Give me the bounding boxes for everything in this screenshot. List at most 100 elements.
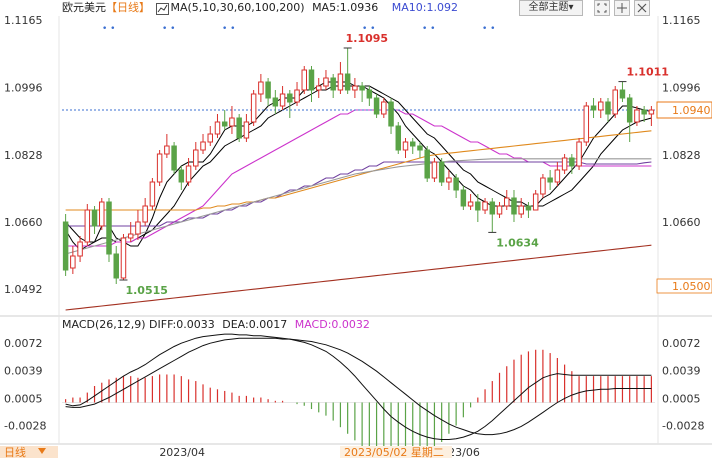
y-tick-right: 1.0996: [662, 82, 701, 95]
macd-y-tick-left: 0.0005: [4, 392, 43, 405]
macd-y-tick-left: 0.0072: [4, 337, 43, 350]
candle-body: [532, 193, 539, 211]
candle-body: [243, 121, 250, 139]
candle-body: [135, 221, 141, 235]
candle-body: [504, 197, 510, 207]
crosshair-date-label: 2023/05/02 星期二: [344, 446, 444, 458]
lower-price-tag: [656, 278, 712, 294]
crosshair-icon[interactable]: [614, 0, 630, 16]
candle-body: [446, 177, 452, 183]
extreme-label-high-right: 1.1011: [626, 66, 668, 79]
theme-dropdown-label: 全部主题: [528, 2, 569, 13]
candle-body: [381, 101, 387, 115]
candle-body: [323, 77, 329, 87]
last-price-label: 1.0940: [672, 104, 711, 117]
candle-body: [62, 221, 69, 271]
candle-body: [366, 89, 373, 99]
candle-body: [598, 101, 604, 111]
candle-body: [395, 125, 402, 151]
candle-body: [258, 81, 264, 95]
event-marker: • •: [102, 24, 115, 34]
candle-body: [330, 77, 336, 91]
candle-body: [431, 161, 438, 179]
candle-body: [279, 93, 286, 107]
candle-body: [612, 89, 618, 115]
candle-body: [489, 201, 496, 215]
ma200-line: [65, 158, 652, 255]
candle-body: [525, 205, 532, 211]
candle-body: [496, 205, 503, 215]
chevron-down-icon: ▾: [568, 2, 574, 13]
last-price-tag: [656, 101, 712, 119]
close-icon[interactable]: [634, 0, 650, 16]
event-marker: • •: [362, 24, 375, 34]
candle-body: [482, 201, 488, 211]
candle-body: [308, 69, 315, 91]
ma5-value: MA5:1.0936: [312, 1, 379, 14]
y-tick-left: 1.0492: [4, 283, 43, 296]
macd-params: MACD(26,12,9): [62, 318, 146, 331]
y-tick-right: 1.0828: [662, 149, 701, 162]
candle-body: [417, 145, 423, 151]
candle-body: [518, 205, 524, 215]
candle-body: [185, 165, 192, 183]
candle-body: [583, 105, 590, 143]
symbol-title: 欧元美元: [62, 1, 106, 14]
extreme-label-high: 1.1095: [346, 32, 388, 45]
extreme-label-low-left: 1.0515: [125, 284, 167, 297]
candle-body: [438, 161, 445, 183]
ma10-line: [65, 85, 652, 243]
ma-params: MA(5,10,30,60,100,200): [170, 1, 305, 14]
macd-dea-value: DEA:0.0017: [222, 318, 288, 331]
candle-body: [373, 97, 380, 115]
macd-y-tick-right: -0.0028: [662, 420, 704, 433]
macd-y-tick-right: 0.0072: [662, 337, 701, 350]
period-tab-chevron-icon: [38, 448, 46, 454]
candle-body: [236, 117, 242, 139]
macd-y-tick-left: 0.0039: [4, 364, 43, 377]
candle-body: [475, 201, 481, 211]
candle-body: [149, 181, 156, 207]
macd-diff-line: [65, 333, 652, 440]
candle-body: [460, 189, 467, 207]
candle-body: [561, 157, 568, 171]
candle-body: [648, 109, 655, 115]
candle-body: [388, 101, 394, 127]
candle-body: [99, 201, 105, 227]
candle-body: [156, 153, 163, 183]
candle-body: [641, 109, 647, 115]
ma-toggle-icon[interactable]: [155, 3, 169, 15]
crosshair-date-bg: [340, 446, 452, 458]
y-tick-left: 1.1165: [4, 14, 43, 27]
candle-body: [287, 93, 293, 103]
candle-body: [164, 145, 170, 155]
lower-price-label: 1.0500: [672, 280, 711, 293]
ma100-line: [65, 130, 652, 211]
candle-body: [193, 149, 199, 167]
candle-body: [337, 73, 344, 91]
candle-body: [590, 105, 597, 111]
event-marker: • •: [422, 24, 435, 34]
candle-body: [178, 169, 185, 183]
macd-diff-value: DIFF:0.0033: [149, 318, 215, 331]
candle-body: [106, 201, 112, 255]
candle-body: [626, 97, 633, 123]
ma-long-line: [65, 244, 652, 311]
candle-body: [344, 73, 351, 91]
candle-body: [359, 85, 365, 91]
y-tick-right: 1.0660: [662, 216, 701, 229]
candle-body: [547, 177, 553, 183]
macd-y-tick-right: 0.0039: [662, 364, 701, 377]
ma10-value: MA10:1.092: [391, 1, 458, 14]
y-tick-left: 1.0828: [4, 149, 43, 162]
fullscreen-icon[interactable]: [594, 0, 610, 16]
macd-y-tick-left: -0.0028: [4, 420, 46, 433]
candle-body: [142, 205, 148, 223]
candle-body: [200, 141, 206, 151]
candle-body: [301, 69, 308, 91]
theme-dropdown-button[interactable]: 全部主题▾: [519, 0, 583, 16]
candle-body: [554, 169, 561, 183]
candle-body: [540, 177, 546, 195]
period-label[interactable]: 【日线】: [106, 1, 150, 14]
